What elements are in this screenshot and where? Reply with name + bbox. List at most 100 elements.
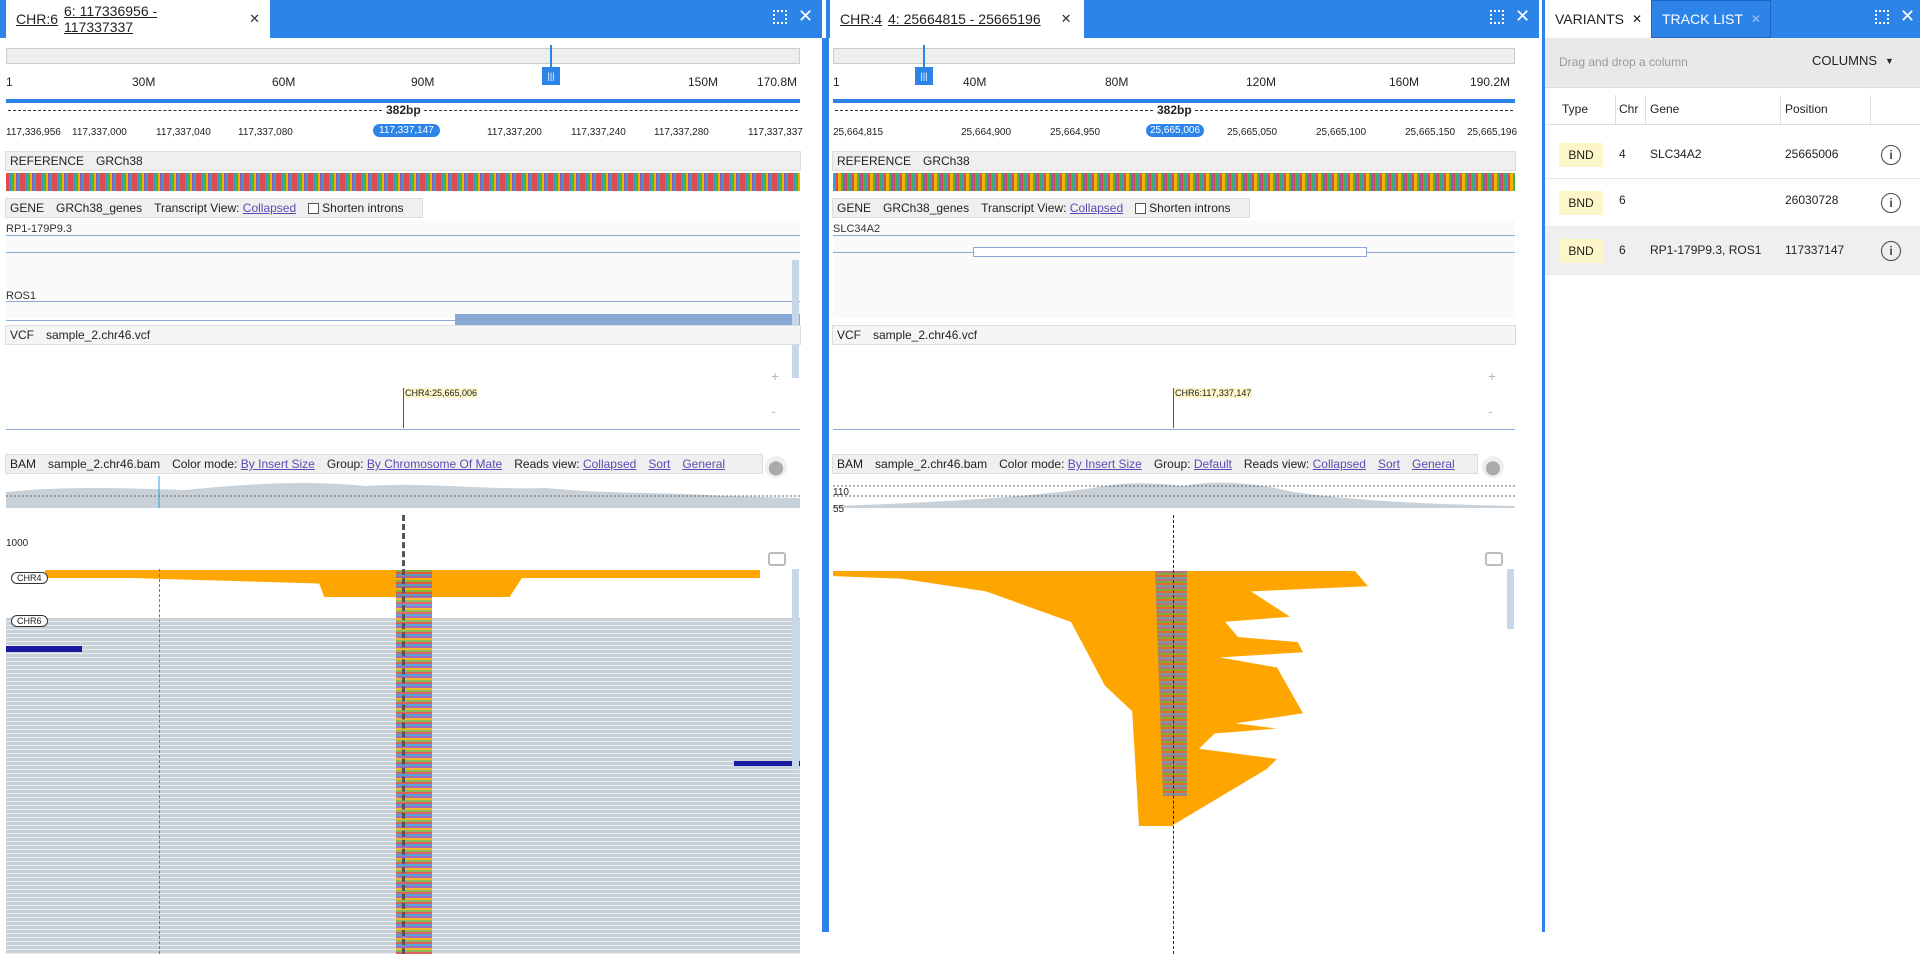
position-tick: 117,337,337 — [748, 127, 803, 138]
plus-icon[interactable]: + — [771, 368, 779, 384]
position-tick: 25,664,950 — [1050, 127, 1100, 138]
chromosome-ruler[interactable] — [833, 48, 1515, 64]
checkbox[interactable] — [308, 203, 319, 214]
transcript-view: Transcript View: Collapsed — [154, 201, 296, 215]
ruler-tick: 1 — [6, 75, 13, 89]
transcript-line — [6, 252, 800, 253]
transcript-label[interactable]: SLC34A2 — [833, 223, 880, 235]
coverage-chart[interactable] — [833, 476, 1515, 508]
close-icon[interactable]: ✕ — [1515, 6, 1530, 27]
maximize-icon[interactable] — [1490, 10, 1504, 24]
transcript-label[interactable]: RP1-179P9.3 — [6, 223, 72, 235]
shorten-introns-toggle[interactable]: Shorten introns — [308, 201, 403, 215]
scroll-handle[interactable] — [792, 569, 799, 769]
tab-range-label: 6: 117336956 - 117337337 — [64, 3, 229, 35]
columns-button[interactable]: COLUMNS ▼ — [1812, 53, 1894, 68]
ruler-tick: 90M — [411, 75, 434, 89]
column-divider[interactable] — [1870, 95, 1871, 125]
group-link[interactable]: Default — [1194, 457, 1232, 471]
column-divider[interactable] — [1615, 95, 1616, 125]
vcf-variant-label[interactable]: CHR6:117,337,147 — [1174, 388, 1252, 398]
group: Group: By Chromosome Of Mate — [327, 457, 502, 471]
sort-link[interactable]: Sort — [648, 457, 670, 471]
general-link[interactable]: General — [682, 457, 725, 471]
table-row[interactable]: BND 6 26030728 i — [1545, 179, 1920, 227]
exon-block[interactable] — [973, 247, 1367, 257]
color-mode-link[interactable]: By Insert Size — [1068, 457, 1142, 471]
column-header-gene[interactable]: Gene — [1650, 102, 1679, 116]
scroll-handle[interactable] — [792, 260, 799, 378]
column-divider[interactable] — [1645, 95, 1646, 125]
tab-chr6[interactable]: CHR:6 6: 117336956 - 117337337 ✕ — [6, 0, 270, 38]
transcript-line — [6, 301, 800, 302]
mate-read[interactable] — [6, 646, 82, 652]
scroll-handle[interactable] — [1507, 569, 1514, 629]
group-link[interactable]: By Chromosome Of Mate — [367, 457, 502, 471]
minus-icon[interactable]: - — [1488, 403, 1493, 419]
reads-view-link[interactable]: Collapsed — [1313, 457, 1366, 471]
bam-track-header: BAM sample_2.chr46.bam Color mode: By In… — [5, 454, 763, 474]
group: Group: Default — [1154, 457, 1232, 471]
track-type: REFERENCE — [837, 154, 911, 168]
mate-read[interactable] — [734, 761, 800, 766]
close-icon[interactable]: ✕ — [1061, 11, 1072, 27]
transcript-view-link[interactable]: Collapsed — [1070, 201, 1123, 215]
tab-track-list[interactable]: TRACK LIST ✕ — [1651, 0, 1771, 38]
camera-icon[interactable] — [1485, 552, 1503, 566]
checkbox[interactable] — [1135, 203, 1146, 214]
reference-sequence[interactable] — [833, 173, 1515, 191]
column-header-chr[interactable]: Chr — [1619, 102, 1638, 116]
camera-icon[interactable] — [768, 552, 786, 566]
group-label-chr4: CHR4 — [11, 572, 48, 584]
track-type: VCF — [837, 328, 861, 342]
vcf-variant-label[interactable]: CHR4:25,665,006 — [404, 388, 478, 398]
column-divider[interactable] — [1780, 95, 1781, 125]
close-icon[interactable]: ✕ — [798, 6, 813, 27]
ruler-tick: 160M — [1389, 75, 1419, 89]
sort-link[interactable]: Sort — [1378, 457, 1400, 471]
reads-view: Reads view: Collapsed — [1244, 457, 1366, 471]
coverage-scale-label: 55 — [833, 504, 844, 515]
close-icon[interactable]: ✕ — [249, 11, 260, 27]
plus-icon[interactable]: + — [1488, 368, 1496, 384]
ruler-cursor[interactable]: ||| — [542, 45, 560, 85]
info-icon[interactable]: i — [1881, 145, 1901, 165]
position-tick: 117,337,240 — [571, 127, 626, 138]
chromosome-ruler[interactable] — [6, 48, 800, 64]
maximize-icon[interactable] — [773, 10, 787, 24]
minus-icon[interactable]: - — [771, 403, 776, 419]
table-row[interactable]: BND 6 RP1-179P9.3, ROS1 117337147 i — [1545, 227, 1920, 275]
track-name: GRCh38_genes — [56, 201, 142, 215]
ruler-cursor[interactable]: ||| — [915, 45, 933, 85]
transcript-line — [6, 235, 800, 236]
gene-cell: RP1-179P9.3, ROS1 — [1650, 243, 1761, 257]
tab-variants[interactable]: VARIANTS ✕ — [1545, 0, 1651, 38]
transcript-view-link[interactable]: Collapsed — [243, 201, 296, 215]
chr-cell: 4 — [1619, 147, 1626, 161]
table-row[interactable]: BND 4 SLC34A2 25665006 i — [1545, 131, 1920, 179]
ruler-tick: 150M — [688, 75, 718, 89]
coverage-chart[interactable] — [6, 476, 800, 508]
tab-chr4[interactable]: CHR:4 4: 25664815 - 25665196 ✕ — [830, 0, 1084, 38]
close-icon[interactable]: ✕ — [1900, 6, 1915, 27]
shorten-introns-label: Shorten introns — [322, 201, 403, 215]
info-icon[interactable]: i — [1881, 193, 1901, 213]
reference-sequence[interactable] — [6, 173, 800, 191]
info-icon[interactable]: i — [1881, 241, 1901, 261]
coverage-scale-label: 1000 — [6, 538, 28, 549]
shorten-introns-label: Shorten introns — [1149, 201, 1230, 215]
map-pin-icon[interactable]: ⬤ — [1482, 456, 1504, 478]
track-name: GRCh38 — [96, 154, 143, 168]
track-name: sample_2.chr46.bam — [48, 457, 160, 471]
close-icon[interactable]: ✕ — [1632, 12, 1642, 26]
maximize-icon[interactable] — [1875, 10, 1889, 24]
vcf-track-header: VCF sample_2.chr46.vcf — [832, 325, 1516, 345]
map-pin-icon[interactable]: ⬤ — [765, 456, 787, 478]
general-link[interactable]: General — [1412, 457, 1455, 471]
close-icon[interactable]: ✕ — [1751, 12, 1761, 26]
color-mode-link[interactable]: By Insert Size — [241, 457, 315, 471]
shorten-introns-toggle[interactable]: Shorten introns — [1135, 201, 1230, 215]
column-header-type[interactable]: Type — [1562, 102, 1588, 116]
column-header-position[interactable]: Position — [1785, 102, 1828, 116]
reads-view-link[interactable]: Collapsed — [583, 457, 636, 471]
